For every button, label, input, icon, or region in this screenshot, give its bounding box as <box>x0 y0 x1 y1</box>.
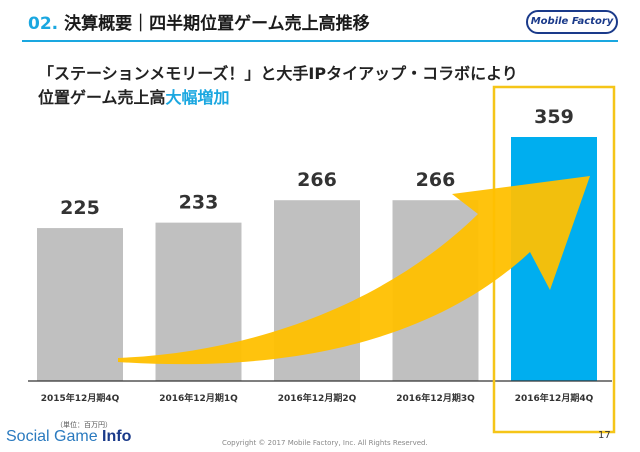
tick-label-4: 2016年12月期4Q <box>515 392 594 404</box>
tick-label-2: 2016年12月期2Q <box>278 392 357 404</box>
tick-label-3: 2016年12月期3Q <box>396 392 475 404</box>
slide-subtitle: 「ステーションメモリーズ！」と大手IPタイアップ・コラボにより 位置ゲーム売上高… <box>38 62 518 110</box>
page-number: 17 <box>598 430 611 441</box>
slide-header: 02. 決算概要｜四半期位置ゲーム売上高推移 Mobile Factory <box>0 0 640 44</box>
watermark-brand: Social Game Info <box>6 428 132 445</box>
data-label-3: 266 <box>416 169 456 191</box>
title-text: 決算概要｜四半期位置ゲーム売上高推移 <box>64 14 370 34</box>
data-label-2: 266 <box>297 169 337 191</box>
slide-title: 02. 決算概要｜四半期位置ゲーム売上高推移 <box>28 9 370 34</box>
bar-0 <box>37 228 123 381</box>
subtitle-line-2: 位置ゲーム売上高 <box>38 88 166 107</box>
header-divider <box>22 40 618 42</box>
data-label-4: 359 <box>534 106 574 128</box>
subtitle-accent: 大幅増加 <box>165 88 230 107</box>
growth-arrow <box>118 176 590 365</box>
data-label-1: 233 <box>179 192 219 214</box>
unit-note: （単位：百万円） <box>56 421 112 429</box>
company-logo: Mobile Factory <box>526 10 618 34</box>
tick-label-1: 2016年12月期1Q <box>159 392 238 404</box>
data-label-0: 225 <box>60 197 100 219</box>
section-number: 02. <box>28 14 59 34</box>
copyright: Copyright © 2017 Mobile Factory, Inc. Al… <box>222 439 428 447</box>
subtitle-line-1: 「ステーションメモリーズ！」と大手IPタイアップ・コラボにより <box>38 64 518 83</box>
tick-label-0: 2015年12月期4Q <box>41 392 120 404</box>
